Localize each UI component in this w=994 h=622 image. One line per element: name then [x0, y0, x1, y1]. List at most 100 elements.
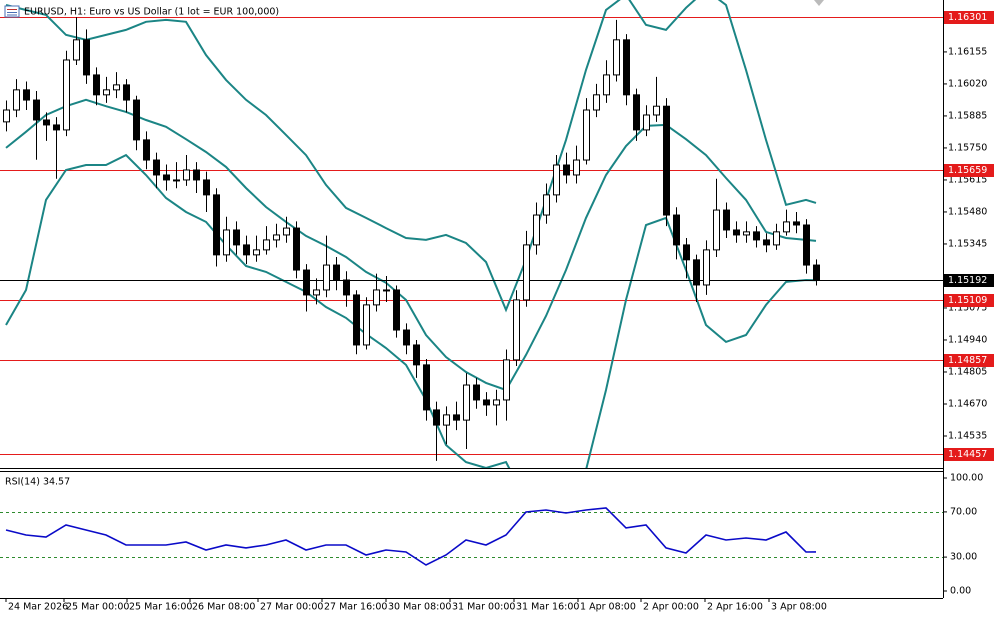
y-tick-label: 1.15480 [948, 206, 987, 217]
candle-body [383, 289, 390, 292]
candle-body [763, 239, 770, 246]
candle-body [433, 409, 440, 426]
level-label: 1.14457 [948, 449, 987, 460]
candle-body [413, 344, 420, 366]
level-label-box [944, 294, 994, 307]
candle-body [453, 414, 460, 421]
candle-body [573, 159, 580, 176]
y-tick-label: 1.14535 [948, 430, 987, 441]
candle-body [653, 105, 660, 116]
candle-body [143, 139, 150, 161]
rsi-tick-label: 100.00 [950, 473, 983, 484]
y-tick-label: 1.15750 [948, 142, 987, 153]
candle-body [63, 59, 70, 131]
candle-body [23, 89, 30, 101]
candle-body [253, 249, 260, 256]
candle-body [313, 289, 320, 296]
level-label: 1.16301 [948, 12, 987, 23]
y-tick-label: 1.16155 [948, 46, 987, 57]
candle-body [133, 99, 140, 141]
candle-body [703, 249, 710, 286]
candle-body [503, 359, 510, 401]
candle-body [323, 264, 330, 291]
y-tick-label: 1.15885 [948, 110, 987, 121]
bollinger-band [5, 98, 817, 392]
candle-body [773, 231, 780, 246]
candle-body [563, 164, 570, 176]
candle-body [443, 414, 450, 426]
x-tick-label: 31 Mar 16:00 [516, 602, 579, 613]
bollinger-band [5, 153, 817, 468]
candle-body [43, 119, 50, 126]
candle-body [3, 109, 10, 123]
level-label: 1.14857 [948, 355, 987, 366]
candle-body [533, 214, 540, 246]
level-label-box [944, 354, 994, 367]
candle-body [33, 99, 40, 121]
candle-body [733, 229, 740, 236]
chart-icon [4, 5, 20, 18]
candle-body [423, 364, 430, 411]
candle-body [113, 84, 120, 91]
y-tick-label: 1.15075 [948, 302, 987, 313]
candle-body [523, 244, 530, 301]
candle-body [543, 194, 550, 216]
candle-body [73, 39, 80, 61]
candle-body [693, 259, 700, 286]
candle-body [643, 114, 650, 131]
x-tick-label: 1 Apr 08:00 [580, 602, 636, 613]
candle-body [103, 89, 110, 96]
level-label-box [944, 448, 994, 461]
level-label-box [944, 164, 994, 177]
level-label-box [944, 11, 994, 24]
candle-body [53, 124, 60, 131]
candle-body [553, 164, 560, 196]
candle-body [233, 229, 240, 246]
price-panel [0, 0, 943, 468]
x-tick-label: 26 Mar 08:00 [192, 602, 255, 613]
rsi-tick-label: 0.00 [950, 586, 971, 597]
candle-body [353, 294, 360, 346]
x-tick-label: 27 Mar 00:00 [260, 602, 323, 613]
candle-body [483, 399, 490, 406]
rsi-panel [0, 507, 943, 566]
candle-body [633, 94, 640, 131]
x-tick-label: 2 Apr 00:00 [643, 602, 699, 613]
x-tick-label: 30 Mar 08:00 [388, 602, 451, 613]
candle-body [623, 39, 630, 96]
candle-body [223, 229, 230, 256]
candle-body [343, 279, 350, 296]
candle-body [273, 234, 280, 241]
bollinger-band [5, 0, 817, 313]
header: EURUSD, H1: Euro vs US Dollar (1 lot = E… [4, 5, 279, 488]
candle-body [713, 209, 720, 251]
candle-body [213, 194, 220, 256]
x-tick-label: 2 Apr 16:00 [707, 602, 763, 613]
candle-body [803, 224, 810, 266]
candle-body [333, 264, 340, 281]
x-tick-label: 3 Apr 08:00 [771, 602, 827, 613]
candle-body [813, 264, 820, 281]
candle-body [583, 109, 590, 161]
candle-body [473, 384, 480, 401]
candle-body [673, 214, 680, 246]
candle-body [123, 84, 130, 101]
candle-body [183, 169, 190, 181]
x-tick-label: 25 Mar 16:00 [129, 602, 192, 613]
x-tick-label: 27 Mar 16:00 [324, 602, 387, 613]
candle-body [373, 289, 380, 306]
rsi-tick-label: 70.00 [950, 506, 977, 517]
chart-title: EURUSD, H1: Euro vs US Dollar (1 lot = E… [24, 7, 279, 18]
candle-body [463, 384, 470, 421]
rsi-line [5, 507, 817, 566]
y-tick-label: 1.15345 [948, 238, 987, 249]
y-tick-label: 1.14805 [948, 366, 987, 377]
candle-body [613, 39, 620, 76]
candle-body [153, 159, 160, 176]
candle-body [193, 169, 200, 181]
candle-body [513, 299, 520, 361]
shift-marker [814, 0, 824, 6]
